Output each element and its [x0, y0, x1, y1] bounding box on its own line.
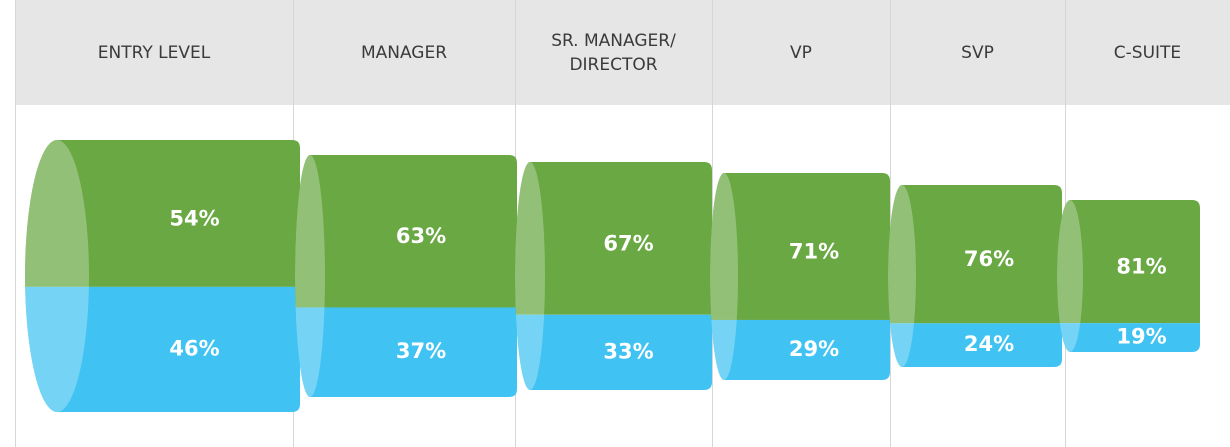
cylinder-face: [295, 155, 325, 397]
segment: [295, 307, 517, 397]
value-label: 33%: [603, 339, 653, 363]
value-label: 76%: [964, 247, 1014, 271]
cylinder: [295, 155, 517, 397]
cylinder: [888, 185, 1062, 367]
stage-label: SVP: [961, 42, 994, 63]
value-label: 71%: [789, 239, 839, 263]
cylinder-face: [515, 162, 545, 390]
cylinder-face: [710, 173, 738, 380]
cylinder-face: [1057, 200, 1083, 352]
value-label: 19%: [1116, 325, 1166, 349]
cylinder-face: [25, 140, 89, 412]
stage-label: ENTRY LEVEL: [97, 42, 211, 63]
cylinder: [25, 140, 300, 412]
value-label: 29%: [789, 337, 839, 361]
value-label: 24%: [964, 332, 1014, 356]
segment: [710, 319, 890, 380]
segment: [888, 185, 1062, 324]
stage-label: C-SUITE: [1113, 42, 1182, 63]
segment: [710, 173, 890, 320]
segment: [515, 162, 712, 315]
value-label: 54%: [169, 206, 219, 230]
value-label: 37%: [396, 339, 446, 363]
stage-label: SR. MANAGER/ DIRECTOR: [551, 30, 676, 75]
cylinder-face: [888, 185, 916, 367]
segment: [25, 140, 300, 287]
header-band: [15, 0, 1230, 105]
segment: [1057, 323, 1200, 352]
segment: [888, 323, 1062, 367]
value-label: 46%: [169, 336, 219, 360]
stage-label: MANAGER: [360, 42, 448, 63]
cylinder: [1057, 200, 1200, 352]
value-label: 81%: [1116, 255, 1166, 279]
value-label: 63%: [396, 224, 446, 248]
segment: [1057, 200, 1200, 324]
cylinder: [515, 162, 712, 390]
value-label: 67%: [603, 231, 653, 255]
segment: [25, 286, 300, 412]
segment: [515, 314, 712, 390]
segment: [295, 155, 517, 308]
cylinder: [710, 173, 890, 380]
stage-label: VP: [790, 42, 812, 63]
